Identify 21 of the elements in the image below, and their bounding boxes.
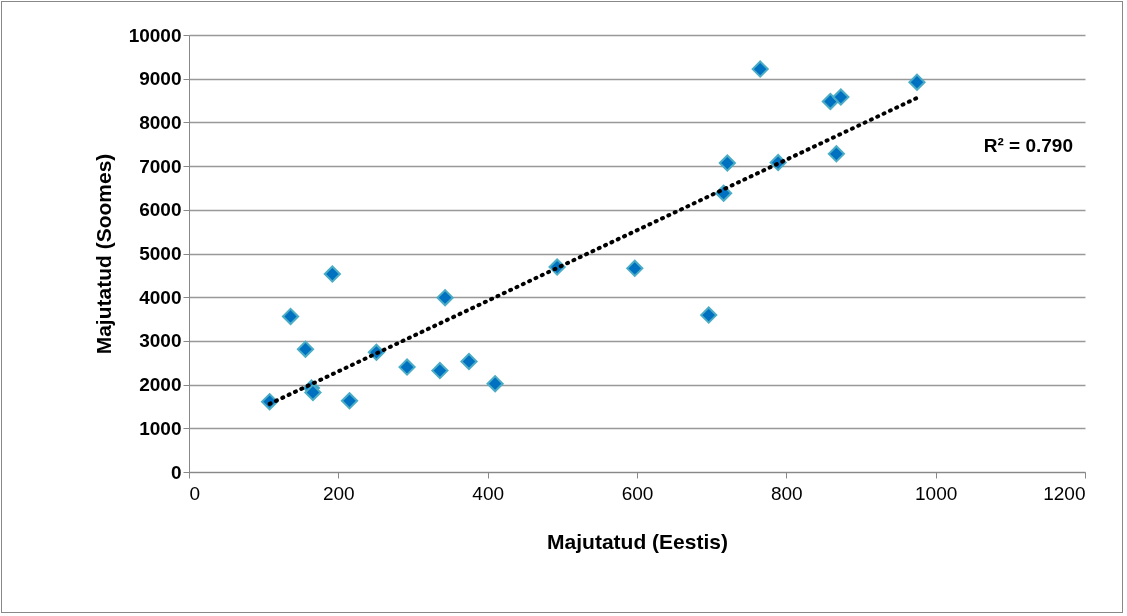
y-tick-label: 8000: [139, 111, 182, 133]
x-tick-label: 400: [472, 482, 505, 504]
y-tick-label: 5000: [139, 243, 182, 264]
annotation: R² = 0.790: [983, 135, 1073, 156]
x-tick-label: 800: [770, 482, 803, 504]
y-tick-label: 0: [170, 461, 182, 483]
x-tick-label: 600: [621, 482, 654, 504]
y-axis-title: Majutatud (Soomes): [91, 153, 115, 355]
x-axis-title: Majutatud (Eestis): [547, 529, 728, 553]
y-tick-label: 6000: [139, 199, 182, 221]
x-tick-label: 1000: [915, 482, 958, 504]
y-tick-label: 4000: [139, 286, 182, 308]
x-tick-label: 200: [322, 482, 355, 504]
y-tick-label: 10000: [128, 24, 182, 46]
y-tick-label: 9000: [139, 68, 182, 90]
x-tick-label: 1200: [1043, 482, 1086, 504]
y-tick-label: 1000: [139, 417, 182, 439]
y-tick-label: 3000: [139, 330, 182, 352]
x-tick-label: 0: [189, 482, 201, 504]
y-tick-label: 7000: [139, 155, 182, 177]
y-tick-label: 2000: [139, 374, 182, 396]
